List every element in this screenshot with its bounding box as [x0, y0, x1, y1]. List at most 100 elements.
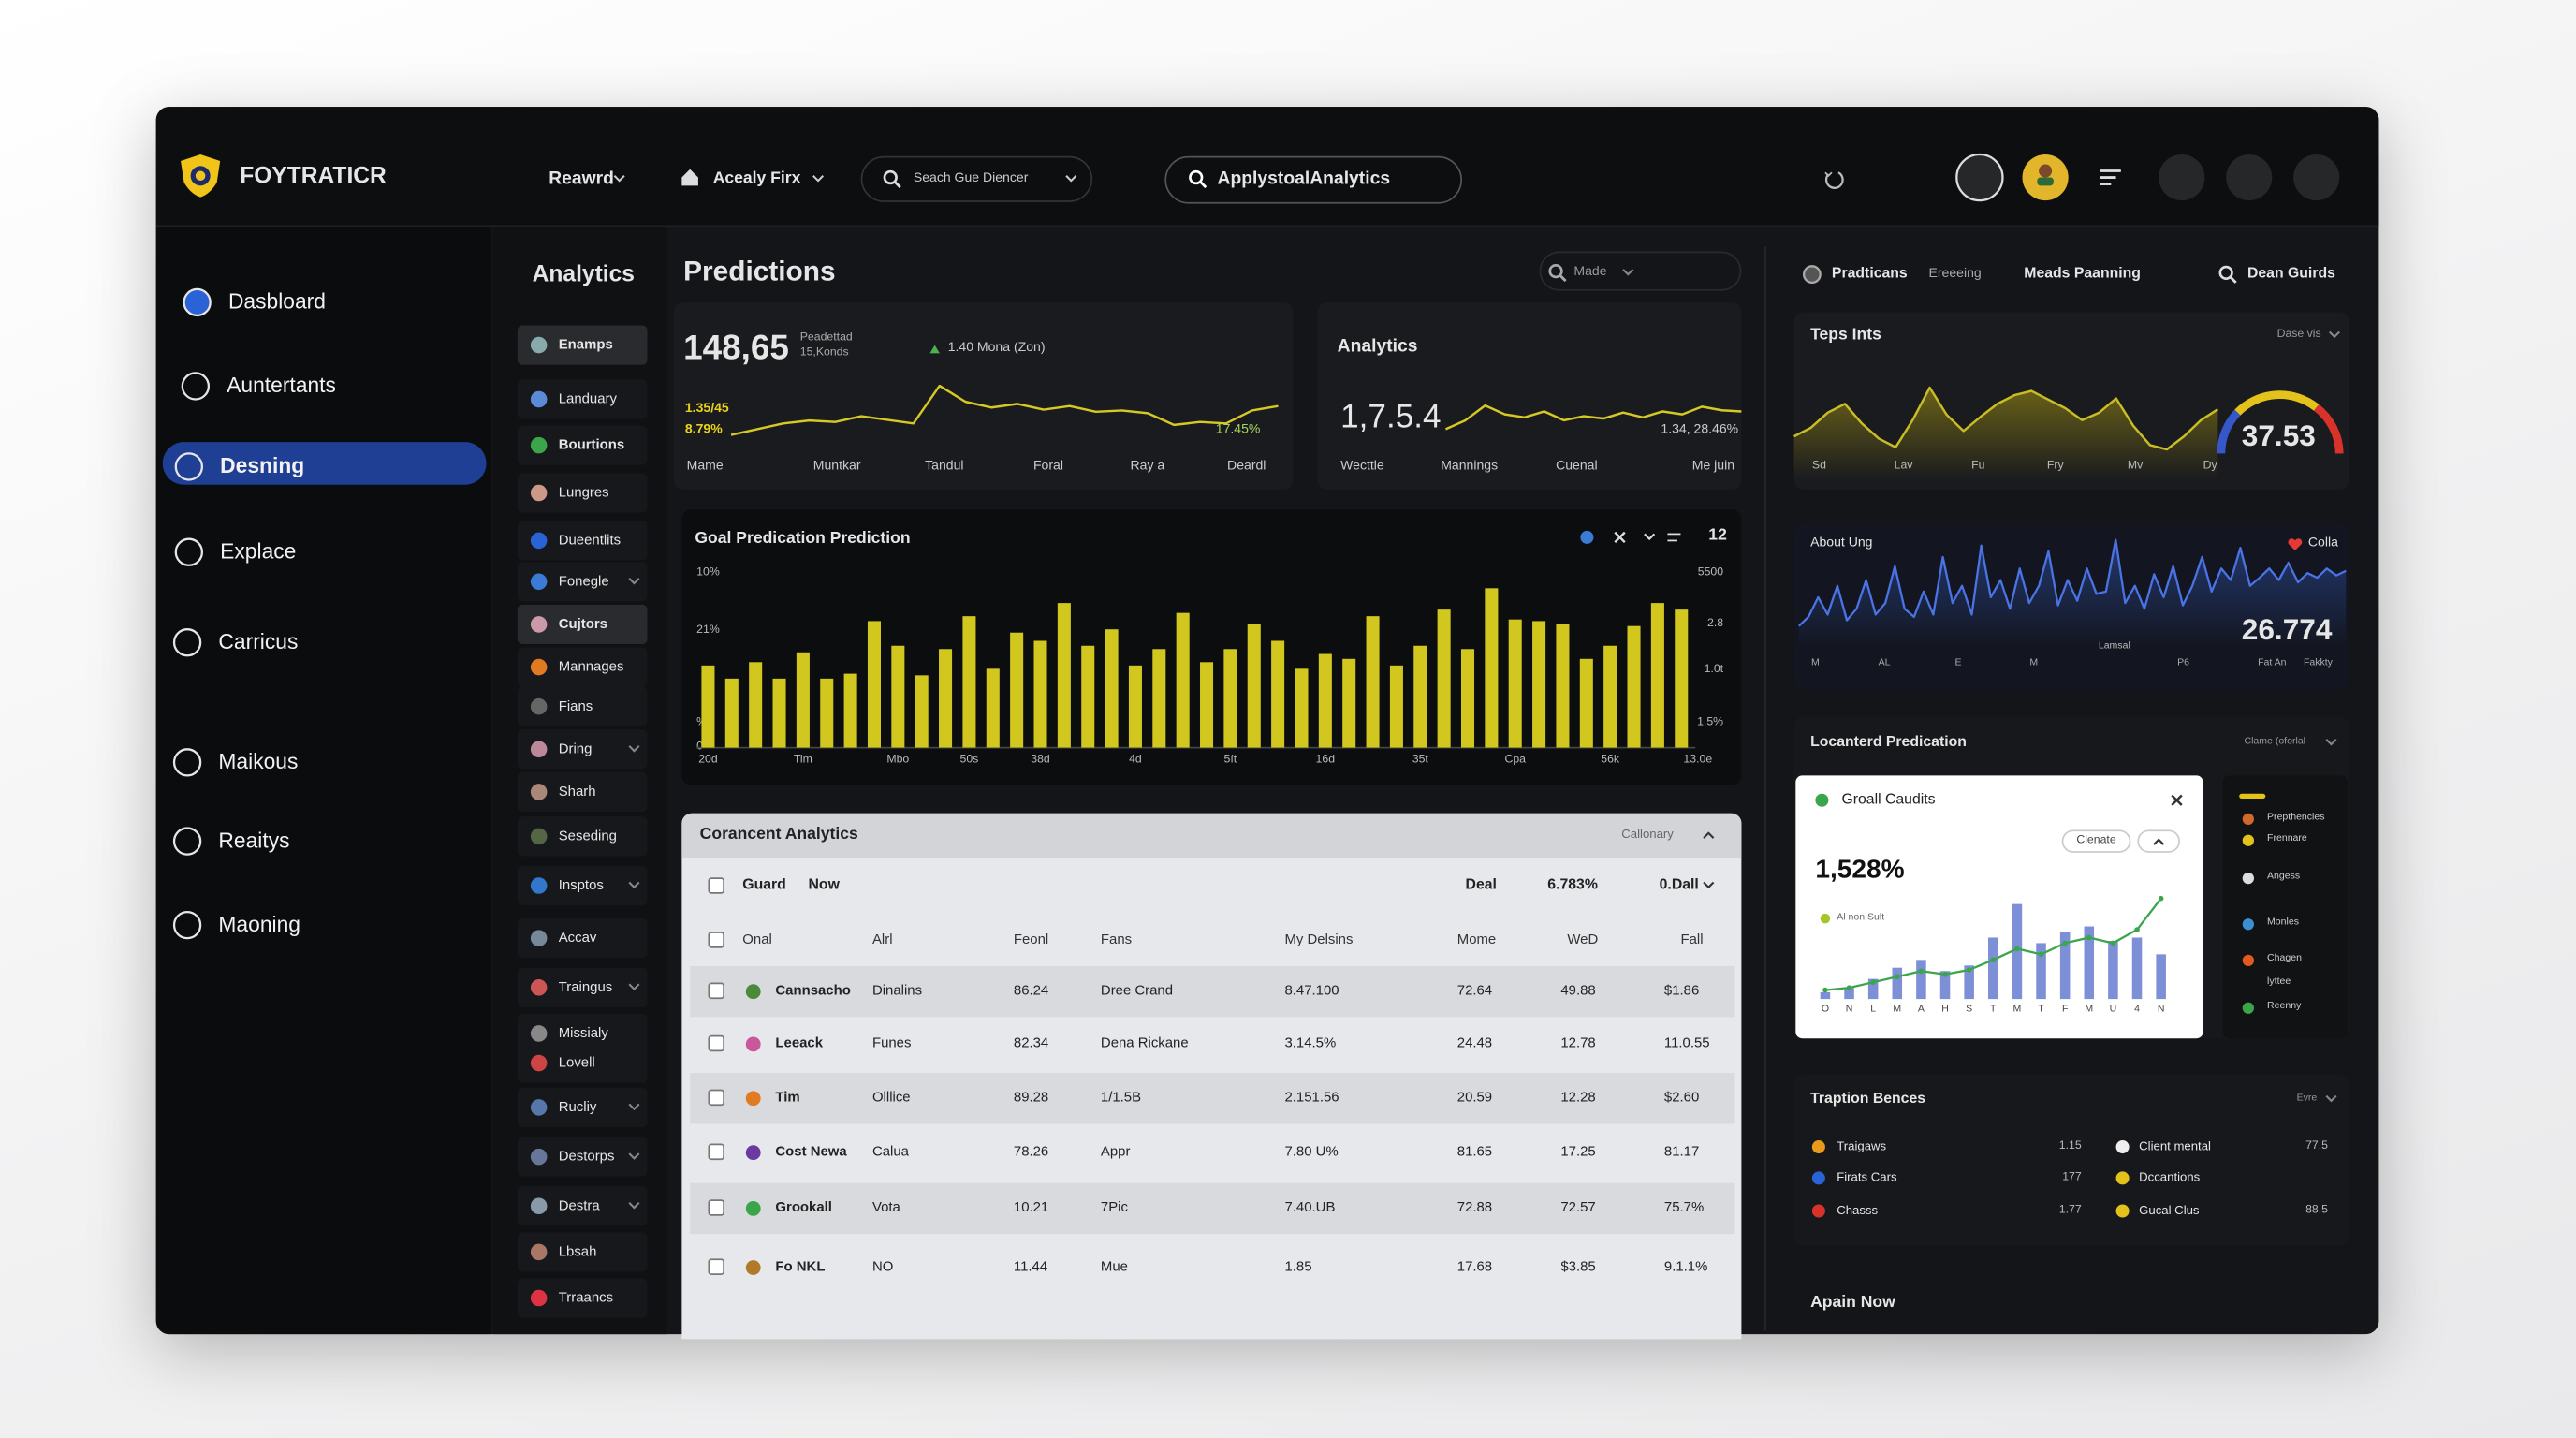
sidebar-item[interactable]: Reaitys — [218, 828, 290, 853]
table-cell: $2.60 — [1663, 1088, 1700, 1106]
icon-dot — [172, 748, 202, 777]
tab[interactable]: Pradticans — [1831, 264, 1908, 282]
gauge — [2217, 390, 2344, 454]
table-cell: 8.47.100 — [1284, 981, 1339, 998]
checkbox[interactable] — [708, 982, 724, 1000]
bar — [1081, 645, 1095, 748]
sidebar-item[interactable]: Maoning — [218, 911, 300, 937]
trend-chart — [1793, 386, 2219, 480]
tab[interactable]: Dean Guirds — [2247, 264, 2335, 282]
search-text: ApplystoalAnalytics — [1217, 169, 1391, 189]
icon-shape — [530, 979, 548, 996]
icon-shape — [2241, 917, 2254, 930]
chevron — [1703, 881, 1715, 889]
bar — [1366, 616, 1380, 748]
x-label: Foral — [1032, 457, 1063, 473]
icon-dot — [530, 616, 548, 633]
bar — [772, 678, 786, 748]
row-bg — [690, 1182, 1735, 1235]
table-cell: NO — [871, 1257, 894, 1274]
card — [673, 301, 1294, 491]
line-point — [2062, 940, 2068, 946]
icon-shape — [530, 484, 548, 502]
subnav-item-bg[interactable] — [517, 1013, 648, 1083]
checkbox[interactable] — [708, 1258, 724, 1275]
tab[interactable]: Ereeeing — [1928, 265, 1982, 281]
icon-dot — [744, 1144, 760, 1160]
bench-name: Client mental — [2139, 1138, 2211, 1153]
icon-shape — [530, 616, 548, 633]
line-point — [2014, 946, 2020, 952]
x-tick-label: T — [2038, 1005, 2044, 1016]
bar — [1271, 640, 1285, 748]
x-tick-label: Mbo — [886, 754, 910, 767]
icon-dot — [530, 930, 548, 946]
tab[interactable]: Meads Paanning — [2024, 264, 2141, 282]
chevron — [1622, 269, 1634, 276]
sidebar-item[interactable]: Auntertants — [227, 373, 336, 398]
x-tick-label: F — [2061, 1005, 2069, 1016]
sidebar — [155, 227, 491, 1335]
icon-dot — [744, 1200, 760, 1215]
icon-shape — [530, 828, 548, 845]
table-cell: $1.86 — [1663, 981, 1700, 998]
summary-chart — [730, 384, 1279, 436]
icon-shape — [530, 930, 548, 946]
column-header: Fall — [1680, 930, 1704, 947]
sidebar-item[interactable]: Dasbloard — [227, 288, 326, 314]
icon-shape — [2037, 177, 2054, 186]
checkbox[interactable] — [708, 932, 724, 948]
icon-shape — [681, 169, 698, 186]
x-tick-label: 38d — [1031, 754, 1050, 767]
gauge-value: 37.53 — [2241, 418, 2316, 452]
table-cell: Dinalins — [871, 981, 923, 998]
icon-dot — [2293, 154, 2340, 201]
summary-cell: Deal — [1465, 875, 1497, 893]
checkbox[interactable] — [708, 1143, 724, 1161]
icon-shape — [1815, 793, 1829, 807]
button[interactable] — [2061, 829, 2131, 853]
line-point — [2110, 940, 2116, 946]
sidebar-item[interactable]: Desning — [220, 453, 305, 478]
x-tick-label: 16d — [1315, 754, 1336, 767]
bar — [962, 616, 976, 748]
x-label: M — [1810, 658, 1820, 668]
bar — [1988, 937, 1998, 1000]
nav-item[interactable]: Reawrd — [549, 169, 614, 189]
icon-shape — [628, 983, 640, 991]
heart-icon — [2288, 537, 2303, 550]
button[interactable] — [2137, 829, 2181, 853]
search-field[interactable] — [1164, 155, 1463, 204]
button-label[interactable]: Clenate — [2076, 834, 2116, 847]
analytics-chart — [1444, 404, 1742, 431]
icon-dot — [530, 336, 548, 354]
x-tick-label: M — [2012, 1005, 2022, 1016]
sidebar-item[interactable]: Carricus — [218, 628, 299, 654]
sidebar-item[interactable]: Maikous — [218, 749, 299, 774]
icon-shape — [613, 175, 625, 183]
bar — [1916, 960, 1926, 1000]
summary-cell: 0.Dall — [1659, 875, 1699, 893]
table-cell: 10.21 — [1013, 1198, 1049, 1215]
checkbox[interactable] — [708, 1034, 724, 1052]
nav-item[interactable]: Acealy Firx — [712, 169, 801, 188]
icon-shape — [744, 1144, 760, 1160]
sidebar-item[interactable]: Explace — [220, 538, 297, 564]
checkbox[interactable] — [708, 1199, 724, 1216]
top-bar — [155, 107, 2379, 227]
bar — [1820, 991, 1831, 1000]
checkbox[interactable] — [708, 1089, 724, 1107]
bench-name: Traigaws — [1837, 1138, 1887, 1153]
bench-name: Gucal Clus — [2139, 1202, 2200, 1218]
column-header: Mome — [1456, 930, 1497, 947]
icon-dot — [172, 910, 202, 940]
icon-shape — [530, 573, 548, 591]
list-item: Monles — [2267, 917, 2299, 929]
checkbox[interactable] — [708, 877, 724, 894]
x-label: Wecttle — [1340, 457, 1384, 473]
search-box[interactable] — [860, 155, 1093, 202]
icon-shape — [530, 390, 548, 408]
subnav-item: Traingus — [558, 977, 613, 995]
filter[interactable] — [1539, 251, 1742, 291]
icon-shape — [2325, 739, 2337, 746]
